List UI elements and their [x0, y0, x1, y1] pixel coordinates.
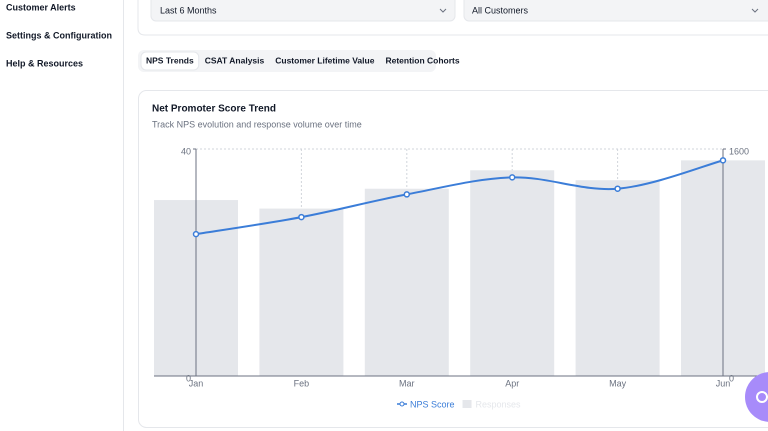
point — [614, 185, 621, 192]
y2-tick-label: 0 — [729, 373, 734, 383]
plot: 0 40 0 1600 Jan Feb Mar Apr May Jun NPS Score Respo… — [154, 146, 768, 409]
nav-item[interactable]: Help & Resources — [6, 58, 83, 68]
dropdown-label: All Customers — [472, 5, 529, 15]
tab-label[interactable]: CSAT Analysis — [205, 55, 265, 65]
x-tick-label: Mar — [399, 378, 415, 388]
x-tick-label: Jun — [716, 378, 731, 388]
chart-subtitle: Track NPS evolution and response volume … — [152, 119, 362, 129]
bar — [575, 180, 660, 376]
y-tick-label: 0 — [186, 373, 191, 383]
x-tick-label: May — [609, 378, 627, 388]
legend-label[interactable]: Responses — [476, 399, 522, 409]
tab-label[interactable]: NPS Trends — [146, 55, 194, 65]
tabs: NPS Trends CSAT Analysis Customer Lifetime… — [140, 51, 460, 71]
tab-bar — [138, 50, 436, 72]
x-tick-label: Jan — [189, 378, 204, 388]
tab-label[interactable]: Retention Cohorts — [385, 55, 459, 65]
point — [298, 213, 305, 221]
bar — [470, 170, 555, 376]
point — [719, 157, 727, 164]
chevron — [751, 8, 759, 13]
nav-item[interactable]: Customer Alerts — [6, 2, 76, 12]
filter-card — [137, 0, 768, 36]
x-tick-label: Apr — [505, 378, 519, 388]
dropdown[interactable] — [463, 0, 768, 22]
bar — [259, 208, 344, 376]
point — [403, 191, 411, 198]
legend-swatch — [462, 400, 472, 408]
y2-tick-label: 1600 — [729, 146, 749, 156]
bar — [364, 188, 449, 376]
dropdown-label: Last 6 Months — [160, 5, 217, 15]
x-tick-label: Feb — [294, 378, 310, 388]
line — [195, 159, 724, 236]
chart-title: Net Promoter Score Trend — [152, 104, 276, 115]
tab-label[interactable]: Customer Lifetime Value — [275, 55, 374, 65]
chevron — [439, 8, 447, 13]
legend-label[interactable]: NPS Score — [410, 399, 455, 409]
point — [508, 174, 516, 181]
dropdown[interactable] — [150, 0, 456, 22]
legend-swatch — [399, 401, 405, 407]
active-tab — [140, 51, 200, 71]
assistant-icon — [756, 391, 768, 403]
nav-item[interactable]: Settings & Configuration — [6, 30, 112, 40]
y-tick-label: 40 — [181, 146, 191, 156]
point — [192, 230, 200, 238]
